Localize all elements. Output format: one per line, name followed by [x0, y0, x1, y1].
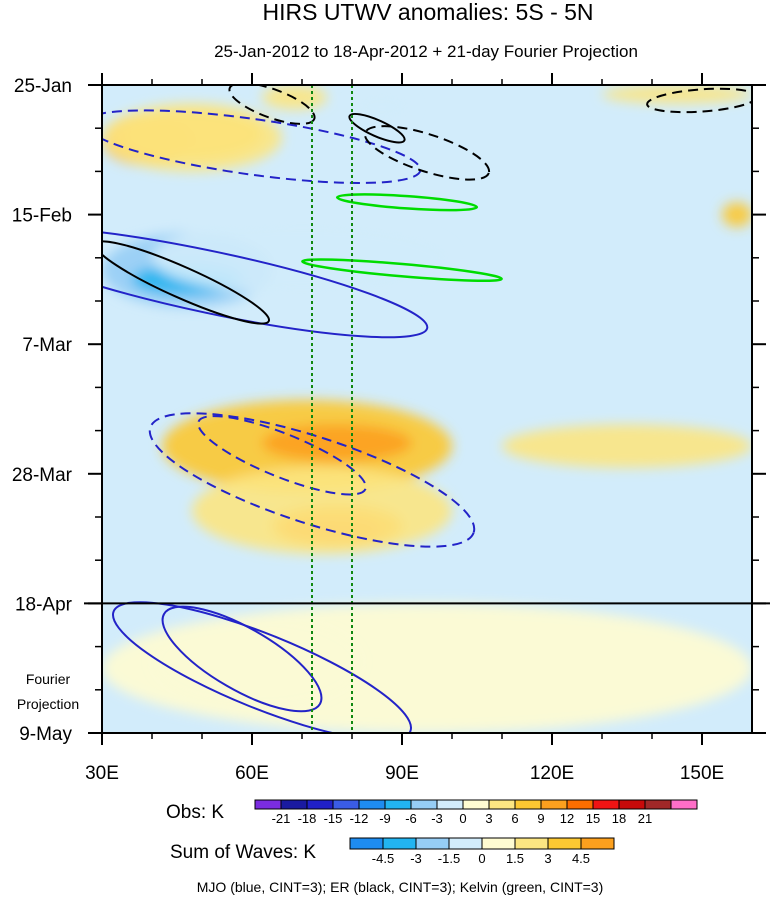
- obs-swatch-15: [644, 799, 672, 810]
- obs-level-label-4: -9: [379, 811, 391, 826]
- obs-swatch-0: [254, 799, 282, 810]
- obs-level-label-0: -21: [272, 811, 291, 826]
- y-tick-label-5: 9-May: [19, 724, 72, 745]
- obs-level-label-12: 15: [586, 811, 600, 826]
- obs-swatch-3: [332, 799, 360, 810]
- waves-level-label-2: -1.5: [438, 851, 460, 866]
- y-tick-label-2: 7-Mar: [22, 335, 72, 356]
- obs-swatch-12: [566, 799, 594, 810]
- kelvin-contour-12: [301, 258, 503, 283]
- obs-level-label-10: 9: [537, 811, 544, 826]
- obs-swatch-14: [618, 799, 646, 810]
- projection-label-line-2: Projection: [17, 696, 79, 712]
- obs-swatch-7: [436, 799, 464, 810]
- waves-swatch-3: [448, 837, 483, 850]
- obs-swatch-9: [488, 799, 516, 810]
- x-tick-label-0: 30E: [85, 763, 119, 784]
- waves-swatch-6: [547, 837, 582, 850]
- projection-label-line-1: Fourier: [26, 671, 71, 687]
- obs-swatch-8: [462, 799, 490, 810]
- plot-frame: [101, 84, 753, 734]
- obs-level-label-5: -6: [405, 811, 417, 826]
- waves-level-label-5: 3: [544, 851, 551, 866]
- mjo-contour-1: [161, 605, 323, 713]
- wave-legend-note: MJO (blue, CINT=3); ER (black, CINT=3); …: [197, 879, 604, 895]
- obs-level-label-6: -3: [431, 811, 443, 826]
- x-tick-label-4: 150E: [680, 763, 724, 784]
- fourier-projection-label: Fourier Projection: [17, 671, 79, 712]
- mjo-contour-2: [112, 601, 412, 733]
- anomaly-patch-2: [102, 103, 282, 172]
- waves-colorbar-label: Sum of Waves: K: [170, 842, 316, 863]
- obs-level-label-14: 21: [638, 811, 652, 826]
- x-tick-label-1: 60E: [235, 763, 269, 784]
- er-contour-10: [646, 87, 752, 114]
- obs-swatch-5: [384, 799, 412, 810]
- obs-level-label-13: 18: [612, 811, 626, 826]
- obs-swatch-16: [670, 799, 698, 810]
- waves-level-label-1: -3: [410, 851, 422, 866]
- obs-colorbar: Obs: K -21 -18 -15 -12 -9 -6 -3 0 3 6 9 12 15 18 21: [166, 799, 698, 826]
- anomaly-patch-8: [152, 220, 452, 295]
- obs-swatch-4: [358, 799, 386, 810]
- chart-title: HIRS UTWV anomalies: 5S - 5N: [262, 0, 593, 25]
- waves-swatch-5: [514, 837, 549, 850]
- anomaly-patch-5: [722, 202, 752, 227]
- reference-lines: [311, 85, 353, 733]
- y-tick-label-0: 25-Jan: [14, 76, 72, 97]
- waves-swatch-0: [349, 837, 384, 850]
- obs-swatch-6: [410, 799, 438, 810]
- waves-level-label-0: -4.5: [372, 851, 394, 866]
- obs-level-label-11: 12: [560, 811, 574, 826]
- obs-level-label-2: -15: [324, 811, 343, 826]
- waves-swatch-7: [580, 837, 615, 850]
- obs-level-label-9: 6: [511, 811, 518, 826]
- waves-level-label-3: 0: [478, 851, 485, 866]
- mjo-contour-0: [102, 226, 429, 339]
- obs-swatch-2: [306, 799, 334, 810]
- obs-swatch-11: [540, 799, 568, 810]
- anomaly-patch-4: [602, 85, 752, 104]
- anomaly-patch-14: [192, 467, 452, 555]
- obs-level-label-1: -18: [298, 811, 317, 826]
- anomaly-patch-9: [352, 91, 412, 123]
- obs-swatch-10: [514, 799, 542, 810]
- chart-subtitle: 25-Jan-2012 to 18-Apr-2012 + 21-day Four…: [214, 42, 638, 61]
- er-contour-7: [348, 112, 406, 144]
- kelvin-contour-11: [335, 193, 479, 212]
- mjo-contour-5: [197, 415, 367, 496]
- er-contour-8: [228, 85, 316, 125]
- obs-level-label-7: 0: [459, 811, 466, 826]
- mjo-contour-4: [148, 412, 476, 548]
- y-tick-label-3: 28-Mar: [12, 465, 73, 486]
- anomaly-patch-15: [502, 424, 752, 468]
- obs-swatch-1: [280, 799, 308, 810]
- wave-contours: [102, 85, 752, 733]
- er-contour-9: [363, 125, 491, 181]
- er-contour-6: [102, 240, 271, 325]
- obs-level-label-3: -12: [350, 811, 369, 826]
- obs-colorbar-label: Obs: K: [166, 802, 224, 823]
- waves-swatch-1: [382, 837, 417, 850]
- plot-area: [84, 73, 770, 745]
- y-tick-label-1: 15-Feb: [12, 206, 72, 227]
- waves-level-label-6: 4.5: [572, 851, 590, 866]
- waves-swatch-4: [481, 837, 516, 850]
- y-tick-label-4: 18-Apr: [15, 594, 73, 615]
- waves-level-label-4: 1.5: [506, 851, 524, 866]
- obs-swatch-13: [592, 799, 620, 810]
- axis-ticks: [88, 73, 766, 745]
- waves-swatch-2: [415, 837, 450, 850]
- waves-colorbar: Sum of Waves: K -4.5 -3 -1.5 0 1.5 3 4.5: [170, 837, 615, 866]
- x-tick-label-2: 90E: [385, 763, 419, 784]
- obs-level-label-8: 3: [485, 811, 492, 826]
- x-tick-label-3: 120E: [530, 763, 574, 784]
